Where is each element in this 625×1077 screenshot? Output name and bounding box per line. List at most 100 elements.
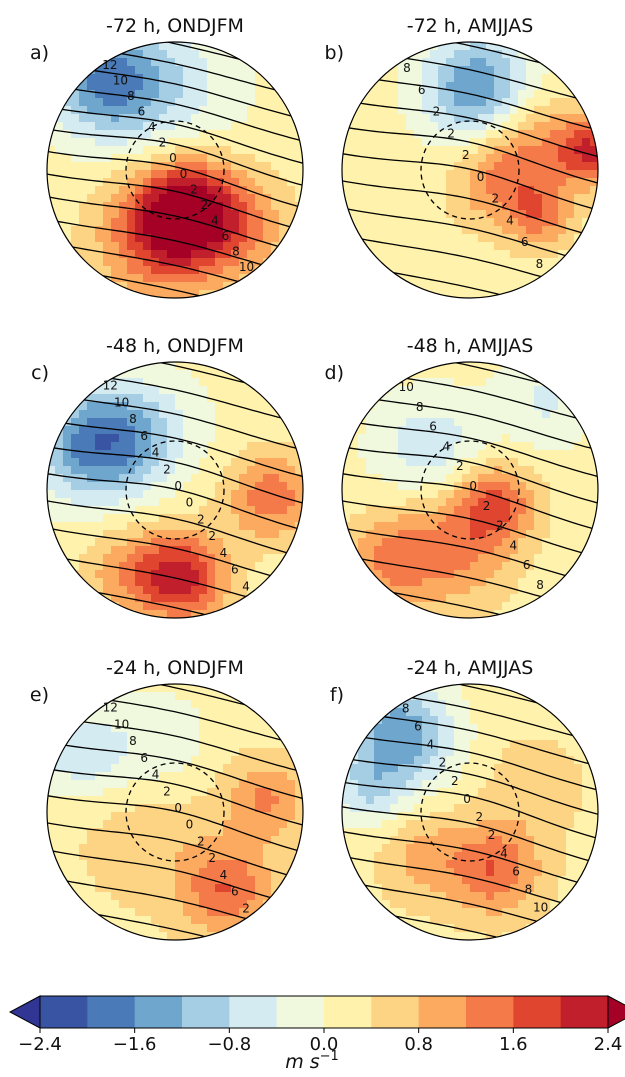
field-cell (287, 170, 296, 179)
field-cell (183, 250, 192, 259)
field-cell (71, 458, 80, 467)
field-cell (63, 226, 72, 235)
field-cell (239, 570, 248, 579)
field-cell (518, 202, 527, 211)
field-cell (390, 716, 399, 725)
field-cell (215, 740, 224, 749)
field-cell (87, 122, 96, 131)
field-cell (366, 530, 375, 539)
field-cell (478, 442, 487, 451)
field-cell (199, 434, 208, 443)
field-cell (207, 570, 216, 579)
field-cell (191, 106, 200, 115)
field-cell (119, 892, 128, 901)
field-cell (167, 370, 176, 379)
field-cell (422, 546, 431, 555)
field-cell (95, 442, 104, 451)
field-cell (95, 780, 104, 789)
field-cell (263, 130, 272, 139)
field-cell (438, 594, 447, 603)
field-cell (143, 530, 152, 539)
field-cell (558, 506, 567, 515)
field-cell (103, 570, 112, 579)
field-cell (215, 546, 224, 555)
field-cell (550, 756, 559, 765)
field-cell (119, 490, 128, 499)
field-cell (111, 266, 120, 275)
field-cell (87, 162, 96, 171)
field-cell (247, 812, 256, 821)
field-cell (167, 402, 176, 411)
field-cell (550, 130, 559, 139)
contour-line (342, 145, 598, 221)
field-cell (430, 772, 439, 781)
field-cell (446, 514, 455, 523)
field-cell (127, 908, 136, 917)
field-cell (175, 50, 184, 59)
field-cell (215, 860, 224, 869)
field-cell (494, 114, 503, 123)
field-cell (446, 194, 455, 203)
field-cell (119, 756, 128, 765)
field-cell (374, 740, 383, 749)
field-cell (271, 154, 280, 163)
field-cell (534, 106, 543, 115)
field-cell (95, 772, 104, 781)
field-cell (127, 578, 136, 587)
field-cell (191, 884, 200, 893)
field-cell (247, 186, 256, 195)
field-cell (183, 908, 192, 917)
field-cell (231, 98, 240, 107)
field-cell (558, 442, 567, 451)
field-cell (542, 546, 551, 555)
field-cell (462, 378, 471, 387)
field-cell (502, 796, 511, 805)
field-cell (175, 530, 184, 539)
field-cell (87, 748, 96, 757)
field-cell (534, 514, 543, 523)
field-cell (430, 394, 439, 403)
field-cell (390, 450, 399, 459)
field-cell (135, 418, 144, 427)
field-cell (486, 226, 495, 235)
field-cell (454, 386, 463, 395)
field-cell (127, 892, 136, 901)
field-cell (486, 788, 495, 797)
field-cell (127, 386, 136, 395)
field-cell (207, 442, 216, 451)
field-cell (518, 162, 527, 171)
field-cell (247, 218, 256, 227)
field-cell (542, 66, 551, 75)
field-cell (127, 130, 136, 139)
field-cell (406, 170, 415, 179)
field-cell (430, 426, 439, 435)
field-cell (207, 740, 216, 749)
field-cell (119, 586, 128, 595)
field-cell (287, 756, 296, 765)
field-cell (494, 780, 503, 789)
field-cell (438, 756, 447, 765)
field-cell (207, 708, 216, 717)
field-cell (558, 138, 567, 147)
field-cell (430, 66, 439, 75)
field-cell (239, 426, 248, 435)
field-cell (151, 788, 160, 797)
field-cell (191, 82, 200, 91)
field-cell (263, 482, 272, 491)
field-cell (494, 450, 503, 459)
field-cell (111, 458, 120, 467)
field-cell (430, 90, 439, 99)
field-cell (414, 282, 423, 291)
field-cell (191, 218, 200, 227)
field-cell (151, 700, 160, 709)
field-cell (223, 418, 232, 427)
field-cell (390, 772, 399, 781)
field-cell (103, 780, 112, 789)
field-cell (183, 130, 192, 139)
field-cell (247, 386, 256, 395)
field-cell (71, 258, 80, 267)
field-cell (55, 202, 64, 211)
field-cell (271, 162, 280, 171)
field-cell (199, 266, 208, 275)
